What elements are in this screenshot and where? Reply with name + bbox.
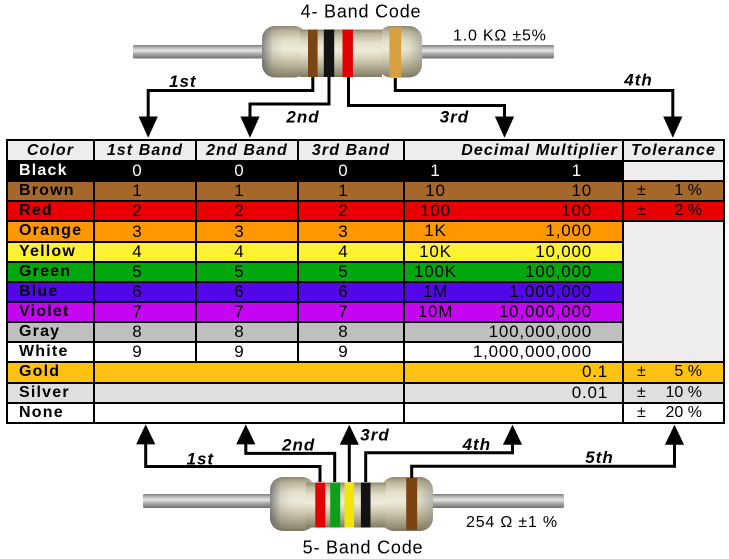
svg-text:1st: 1st [169, 72, 197, 91]
svg-text:4th: 4th [623, 71, 653, 90]
svg-text:4- Band Code: 4- Band Code [301, 2, 422, 22]
svg-text:2nd: 2nd [285, 108, 319, 127]
svg-text:1st: 1st [187, 450, 215, 469]
svg-text:3rd: 3rd [360, 425, 389, 444]
svg-text:2nd: 2nd [281, 436, 315, 455]
svg-text:5th: 5th [585, 448, 614, 467]
svg-text:1.0 KΩ ±5%: 1.0 KΩ ±5% [453, 28, 547, 45]
svg-text:3rd: 3rd [440, 108, 469, 127]
svg-text:5- Band Code: 5- Band Code [303, 538, 424, 558]
svg-text:254 Ω ±1 %: 254 Ω ±1 % [466, 514, 558, 531]
svg-text:4th: 4th [462, 435, 492, 454]
